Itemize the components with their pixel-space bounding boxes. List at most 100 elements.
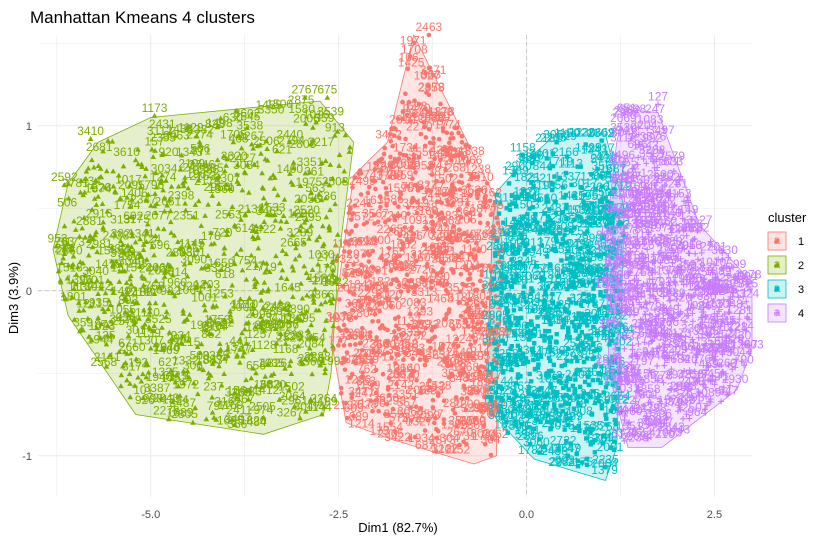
point-label: 3017 <box>571 176 598 190</box>
data-point <box>347 289 352 294</box>
data-point <box>452 187 458 192</box>
data-point <box>434 271 440 276</box>
point-label: 696 <box>627 137 647 151</box>
point-label: 2142 <box>387 378 414 392</box>
data-point <box>472 339 478 344</box>
data-point <box>470 355 475 360</box>
data-point <box>465 159 471 165</box>
data-point <box>360 370 365 376</box>
point-label: 2681 <box>86 140 113 154</box>
data-point <box>448 173 454 178</box>
point-label: 1728 <box>721 320 748 334</box>
point-label: 889 <box>369 279 389 293</box>
data-point <box>372 221 377 226</box>
data-point <box>473 240 479 246</box>
data-point <box>459 139 465 145</box>
data-point <box>471 247 477 252</box>
point-label: 3550 <box>459 414 486 428</box>
point-label: 3516 <box>616 286 643 300</box>
data-point <box>353 223 359 229</box>
data-point <box>465 374 470 379</box>
point-label: 2274 <box>186 127 213 141</box>
data-point <box>458 313 464 319</box>
data-point <box>467 312 472 318</box>
data-point <box>348 237 354 243</box>
point-label: 974 <box>253 403 273 417</box>
data-point <box>424 188 430 194</box>
data-point <box>477 212 483 218</box>
point-label: 2307 <box>214 171 241 185</box>
data-point <box>378 300 383 306</box>
point-label: 3175 <box>123 212 150 226</box>
data-point <box>343 400 349 406</box>
point-label: 2096 <box>437 355 464 369</box>
point-label: 1343 <box>176 145 203 159</box>
data-point <box>474 188 479 194</box>
data-point <box>468 172 474 177</box>
data-point <box>344 263 350 269</box>
legend-title: cluster <box>768 210 807 225</box>
point-label: 872 <box>94 317 114 331</box>
point-label: 506 <box>57 195 77 209</box>
data-point <box>457 419 463 424</box>
data-point <box>428 285 434 291</box>
data-point <box>448 237 453 243</box>
point-label: 3409 <box>389 259 416 273</box>
data-point <box>421 278 427 283</box>
data-point <box>459 133 465 139</box>
data-point <box>393 174 398 180</box>
data-point <box>450 135 456 141</box>
point-label: 3350 <box>258 103 285 117</box>
data-point <box>435 211 441 217</box>
data-point <box>455 207 461 213</box>
data-point <box>427 140 433 146</box>
data-point <box>370 319 375 324</box>
point-label: 1158 <box>510 140 536 154</box>
data-point <box>456 130 461 136</box>
point-label: 3442 <box>405 346 432 360</box>
data-point <box>416 311 422 317</box>
data-point <box>341 249 347 254</box>
data-point <box>393 361 398 366</box>
data-point <box>475 192 480 198</box>
point-label: 853 <box>356 374 376 388</box>
data-point <box>390 143 395 149</box>
point-label: 3112 <box>147 124 173 138</box>
data-point <box>414 210 420 216</box>
point-label: 1626 <box>438 145 465 159</box>
data-point <box>478 187 484 193</box>
data-point <box>455 353 461 359</box>
data-point <box>441 398 447 404</box>
data-point <box>460 366 466 372</box>
point-label: 1442 <box>85 279 112 293</box>
data-point <box>392 316 398 321</box>
data-point <box>411 231 417 237</box>
data-point <box>410 356 416 362</box>
data-point <box>403 136 408 142</box>
data-point <box>423 71 428 76</box>
data-point <box>492 399 497 405</box>
data-point <box>366 201 371 207</box>
data-point <box>389 355 394 361</box>
data-point <box>460 155 466 161</box>
point-label: 1337 <box>224 340 251 354</box>
point-label: 2595 <box>295 210 322 224</box>
data-point <box>359 325 365 331</box>
data-point <box>435 390 441 396</box>
data-point <box>384 202 389 208</box>
point-label: 1680 <box>539 343 566 357</box>
data-point <box>450 200 456 206</box>
data-point <box>386 375 392 381</box>
data-point <box>373 367 379 373</box>
data-point <box>494 215 499 221</box>
data-point <box>467 210 473 216</box>
point-label: 1504 <box>494 402 521 416</box>
point-label: 761 <box>349 353 369 367</box>
point-label: 3289 <box>287 225 314 239</box>
point-label: 536 <box>605 254 625 268</box>
legend-label-1: 1 <box>798 236 804 248</box>
data-point <box>361 359 366 365</box>
point-label: 2568 <box>90 355 117 369</box>
data-point <box>454 235 460 241</box>
